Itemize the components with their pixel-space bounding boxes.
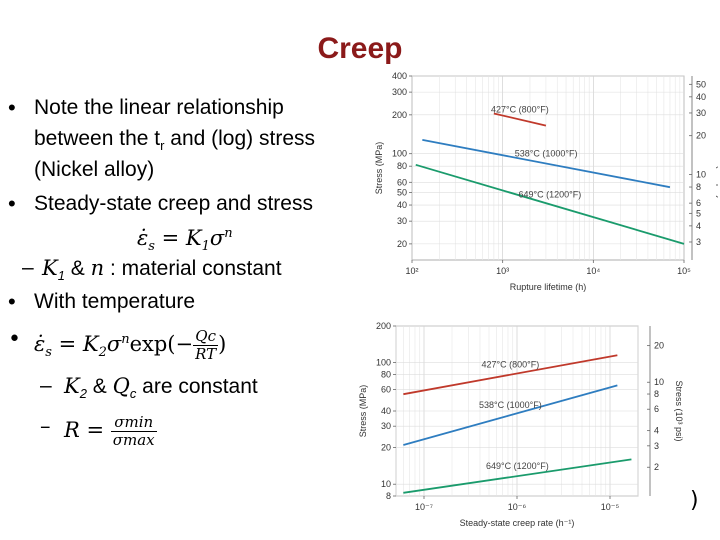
x-tick-label: 10⁻⁶ xyxy=(508,502,527,512)
bullet-2: • Steady-state creep and stress xyxy=(8,191,313,216)
dash: – xyxy=(22,256,34,279)
equation-temperature: • ε̇s = K2σnexp(− Qc RT) xyxy=(8,327,227,363)
series-line-1 xyxy=(493,112,547,127)
bullet-3: • With temperature xyxy=(8,289,196,314)
y-tick-label: 40 xyxy=(381,406,391,416)
series-label-2: 538°C (1000°F) xyxy=(479,400,542,410)
right-y-tick-label: 10 xyxy=(696,170,706,180)
right-y-tick-label: 4 xyxy=(654,426,659,436)
y-tick-label: 100 xyxy=(392,149,407,159)
x-tick-label: 10⁻⁵ xyxy=(601,502,620,512)
series-label-1: 427°C (800°F) xyxy=(491,105,549,115)
y-axis-label: Stress (MPa) xyxy=(358,385,368,438)
right-y-tick-label: 50 xyxy=(696,79,706,89)
x-tick-label: 10⁵ xyxy=(677,266,691,276)
dash: – xyxy=(40,374,52,397)
x-tick-label: 10³ xyxy=(496,266,509,276)
equation-r-ratio: – R = σmin σmax xyxy=(40,413,157,449)
slide-title: Creep xyxy=(317,32,403,65)
y-tick-label: 200 xyxy=(392,110,407,120)
bracket-icon: ) xyxy=(690,488,699,513)
right-y-tick-label: 20 xyxy=(696,131,706,141)
sub-bullet-k2-qc: – K2 & Qc are constant xyxy=(40,374,258,402)
y-tick-label: 300 xyxy=(392,87,407,97)
y-tick-label: 20 xyxy=(397,239,407,249)
series-line-2 xyxy=(422,138,671,189)
plot-area xyxy=(411,75,685,261)
right-y-tick-label: 8 xyxy=(696,182,701,192)
x-axis-label: Steady-state creep rate (h⁻¹) xyxy=(460,518,575,528)
dash: – xyxy=(40,414,51,438)
right-y-tick-label: 2 xyxy=(654,462,659,472)
right-y-tick-label: 6 xyxy=(696,198,701,208)
right-y-tick-label: 3 xyxy=(654,441,659,451)
right-y-tick-label: 40 xyxy=(696,92,706,102)
series-label-1: 427°C (800°F) xyxy=(481,360,539,370)
series-line-2 xyxy=(403,384,618,446)
series-line-3 xyxy=(415,163,685,245)
bullet-1-line-3: (Nickel alloy) xyxy=(34,158,155,181)
right-y-tick-label: 20 xyxy=(654,341,664,351)
right-y-tick-label: 8 xyxy=(654,389,659,399)
y-tick-label: 100 xyxy=(376,358,391,368)
equation-steady-state: ε̇s = K1σn xyxy=(137,226,233,255)
bullet-1-line-2: between the tr and (log) stress xyxy=(34,127,315,154)
y-axis-label: Stress (MPa) xyxy=(374,142,384,195)
y-axis-label-right: Stress (10³ psi) xyxy=(674,380,684,441)
sub-bullet-constants: – K1 & n : material constant xyxy=(22,256,282,284)
right-y-tick-label: 4 xyxy=(696,221,701,231)
right-y-tick-label: 10 xyxy=(654,377,664,387)
bullet-dot: • xyxy=(8,289,16,314)
y-axis-label-right: Stress (10³ psi) xyxy=(716,137,718,198)
y-tick-label: 30 xyxy=(397,216,407,226)
right-y-tick-label: 3 xyxy=(696,237,701,247)
fraction-sigma: σmin σmax xyxy=(110,413,157,449)
right-y-tick-label: 6 xyxy=(654,404,659,414)
y-tick-label: 60 xyxy=(381,385,391,395)
x-tick-label: 10⁴ xyxy=(586,266,600,276)
y-tick-label: 80 xyxy=(397,161,407,171)
y-tick-label: 20 xyxy=(381,443,391,453)
x-axis-label: Rupture lifetime (h) xyxy=(510,282,587,292)
series-label-3: 649°C (1200°F) xyxy=(486,461,549,471)
x-tick-label: 10² xyxy=(405,266,418,276)
series-label-2: 538°C (1000°F) xyxy=(515,149,578,159)
right-y-tick-label: 30 xyxy=(696,108,706,118)
x-tick-label: 10⁻⁷ xyxy=(415,502,433,512)
series-line-3 xyxy=(403,458,632,494)
y-tick-label: 8 xyxy=(386,491,391,501)
fraction-qc-rt: Qc RT xyxy=(193,327,219,363)
bullet-dot: • xyxy=(8,327,21,352)
series-label-3: 649°C (1200°F) xyxy=(519,189,582,199)
y-tick-label: 400 xyxy=(392,71,407,81)
y-tick-label: 10 xyxy=(381,479,391,489)
bullet-dot: • xyxy=(8,95,16,120)
y-tick-label: 60 xyxy=(397,177,407,187)
y-tick-label: 200 xyxy=(376,321,391,331)
bullet-dot: • xyxy=(8,191,16,216)
right-y-tick-label: 5 xyxy=(696,208,701,218)
y-tick-label: 30 xyxy=(381,421,391,431)
y-tick-label: 50 xyxy=(397,188,407,198)
bullet-1-line-1: • Note the linear relationship xyxy=(8,95,284,120)
series-line-1 xyxy=(403,354,618,396)
y-tick-label: 80 xyxy=(381,369,391,379)
y-tick-label: 40 xyxy=(397,200,407,210)
